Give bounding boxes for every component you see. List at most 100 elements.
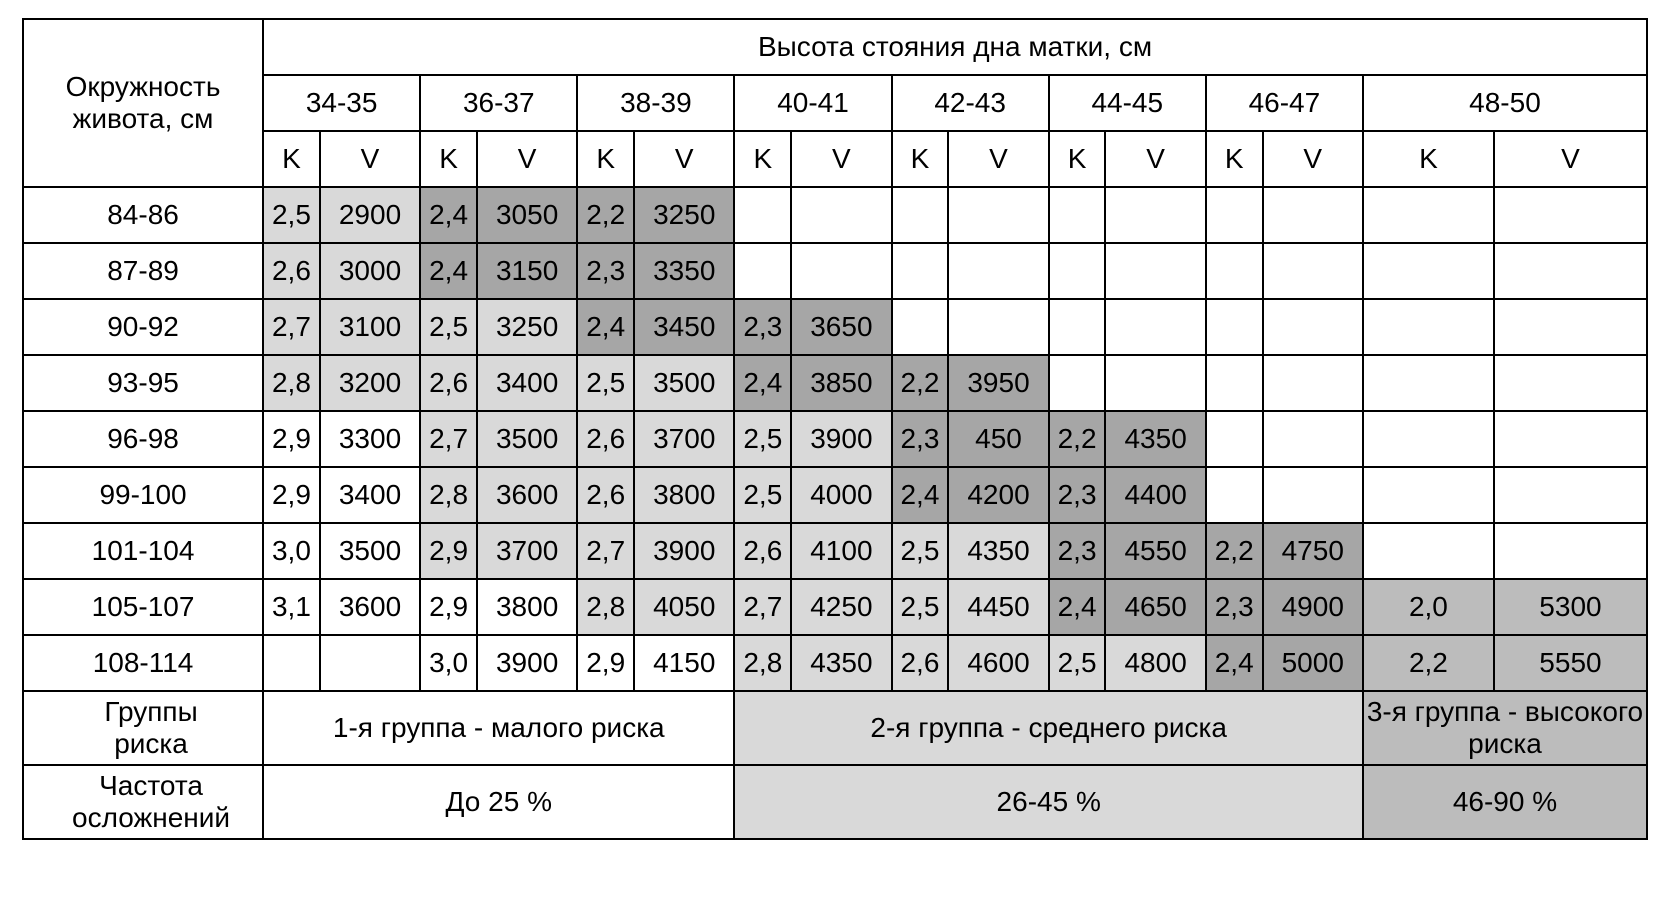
cell-v: 3050 [477, 187, 577, 243]
cell-v [1494, 411, 1647, 467]
cell-k: 2,5 [577, 355, 634, 411]
cell-k: 2,4 [420, 243, 477, 299]
cell-v: 3500 [320, 523, 420, 579]
cell-v: 4800 [1105, 635, 1205, 691]
sub-header-k: K [1363, 131, 1494, 187]
freq-2-cell: 26-45 % [734, 765, 1363, 839]
groups-label: Группыриска [23, 691, 263, 765]
cell-k [892, 243, 949, 299]
cell-v: 3800 [634, 467, 734, 523]
cell-v [1494, 355, 1647, 411]
cell-k [1363, 411, 1494, 467]
cell-v: 3150 [477, 243, 577, 299]
cell-k [1049, 187, 1106, 243]
cell-v: 3250 [634, 187, 734, 243]
cell-v: 4350 [1105, 411, 1205, 467]
cell-v: 3900 [634, 523, 734, 579]
cell-k: 2,4 [734, 355, 791, 411]
cell-v: 4650 [1105, 579, 1205, 635]
table-body: 84-862,529002,430502,2325087-892,630002,… [23, 187, 1647, 691]
cell-k: 2,4 [892, 467, 949, 523]
sub-header-k: K [892, 131, 949, 187]
cell-k [1363, 355, 1494, 411]
cell-k [1363, 523, 1494, 579]
row-label: 108-114 [23, 635, 263, 691]
cell-v [1263, 355, 1363, 411]
row-label: 93-95 [23, 355, 263, 411]
super-header: Высота стояния дна матки, см [263, 19, 1647, 75]
cell-v [1105, 299, 1205, 355]
sub-header-v: V [1105, 131, 1205, 187]
cell-v [1494, 523, 1647, 579]
cell-v: 3400 [320, 467, 420, 523]
sub-header-k: K [1206, 131, 1263, 187]
sub-header-v: V [948, 131, 1048, 187]
row-label: 105-107 [23, 579, 263, 635]
cell-k [892, 299, 949, 355]
cell-k: 3,0 [420, 635, 477, 691]
sub-header-k: K [420, 131, 477, 187]
sub-header-v: V [634, 131, 734, 187]
cell-k [734, 243, 791, 299]
cell-k: 2,7 [420, 411, 477, 467]
cell-v [1263, 467, 1363, 523]
cell-v: 4150 [634, 635, 734, 691]
row-label: 87-89 [23, 243, 263, 299]
cell-k: 2,2 [892, 355, 949, 411]
cell-v: 4200 [948, 467, 1048, 523]
cell-v: 3500 [477, 411, 577, 467]
cell-v [1263, 299, 1363, 355]
sub-header-k: K [577, 131, 634, 187]
cell-k [1206, 411, 1263, 467]
cell-k: 2,6 [734, 523, 791, 579]
cell-v [948, 243, 1048, 299]
cell-k [1206, 187, 1263, 243]
cell-k: 2,2 [1049, 411, 1106, 467]
cell-k: 2,5 [892, 523, 949, 579]
cell-v: 5550 [1494, 635, 1647, 691]
cell-v: 4750 [1263, 523, 1363, 579]
cell-v: 4350 [791, 635, 891, 691]
cell-v: 3600 [477, 467, 577, 523]
sub-header-v: V [1263, 131, 1363, 187]
table-row: 105-1073,136002,938002,840502,742502,544… [23, 579, 1647, 635]
table-row: 108-1143,039002,941502,843502,646002,548… [23, 635, 1647, 691]
cell-v: 4000 [791, 467, 891, 523]
cell-v: 3450 [634, 299, 734, 355]
sub-header-v: V [477, 131, 577, 187]
cell-k [1206, 299, 1263, 355]
cell-k: 2,3 [734, 299, 791, 355]
group-2-cell: 2-я группа - среднего риска [734, 691, 1363, 765]
cell-v: 450 [948, 411, 1048, 467]
cell-k [263, 635, 320, 691]
cell-v [791, 243, 891, 299]
cell-k: 2,4 [577, 299, 634, 355]
row-label: 84-86 [23, 187, 263, 243]
cell-k: 2,6 [892, 635, 949, 691]
cell-v: 3950 [948, 355, 1048, 411]
cell-k [1363, 187, 1494, 243]
cell-v [948, 187, 1048, 243]
cell-k [734, 187, 791, 243]
table-row: 90-922,731002,532502,434502,33650 [23, 299, 1647, 355]
table-header: Окружностьживота, см Высота стояния дна … [23, 19, 1647, 187]
cell-v: 4450 [948, 579, 1048, 635]
cell-v: 3500 [634, 355, 734, 411]
cell-k: 2,3 [1049, 523, 1106, 579]
cell-v: 5000 [1263, 635, 1363, 691]
cell-v: 4550 [1105, 523, 1205, 579]
cell-v: 3000 [320, 243, 420, 299]
cell-v [1263, 187, 1363, 243]
cell-v: 5300 [1494, 579, 1647, 635]
cell-k [1206, 243, 1263, 299]
cell-k: 2,5 [734, 411, 791, 467]
cell-k: 2,5 [263, 187, 320, 243]
range-header: 40-41 [734, 75, 891, 131]
sub-header-k: K [734, 131, 791, 187]
cell-k [1363, 467, 1494, 523]
cell-v: 4350 [948, 523, 1048, 579]
cell-k: 2,9 [263, 467, 320, 523]
cell-k: 2,6 [577, 467, 634, 523]
sub-header-v: V [791, 131, 891, 187]
cell-v [1494, 243, 1647, 299]
